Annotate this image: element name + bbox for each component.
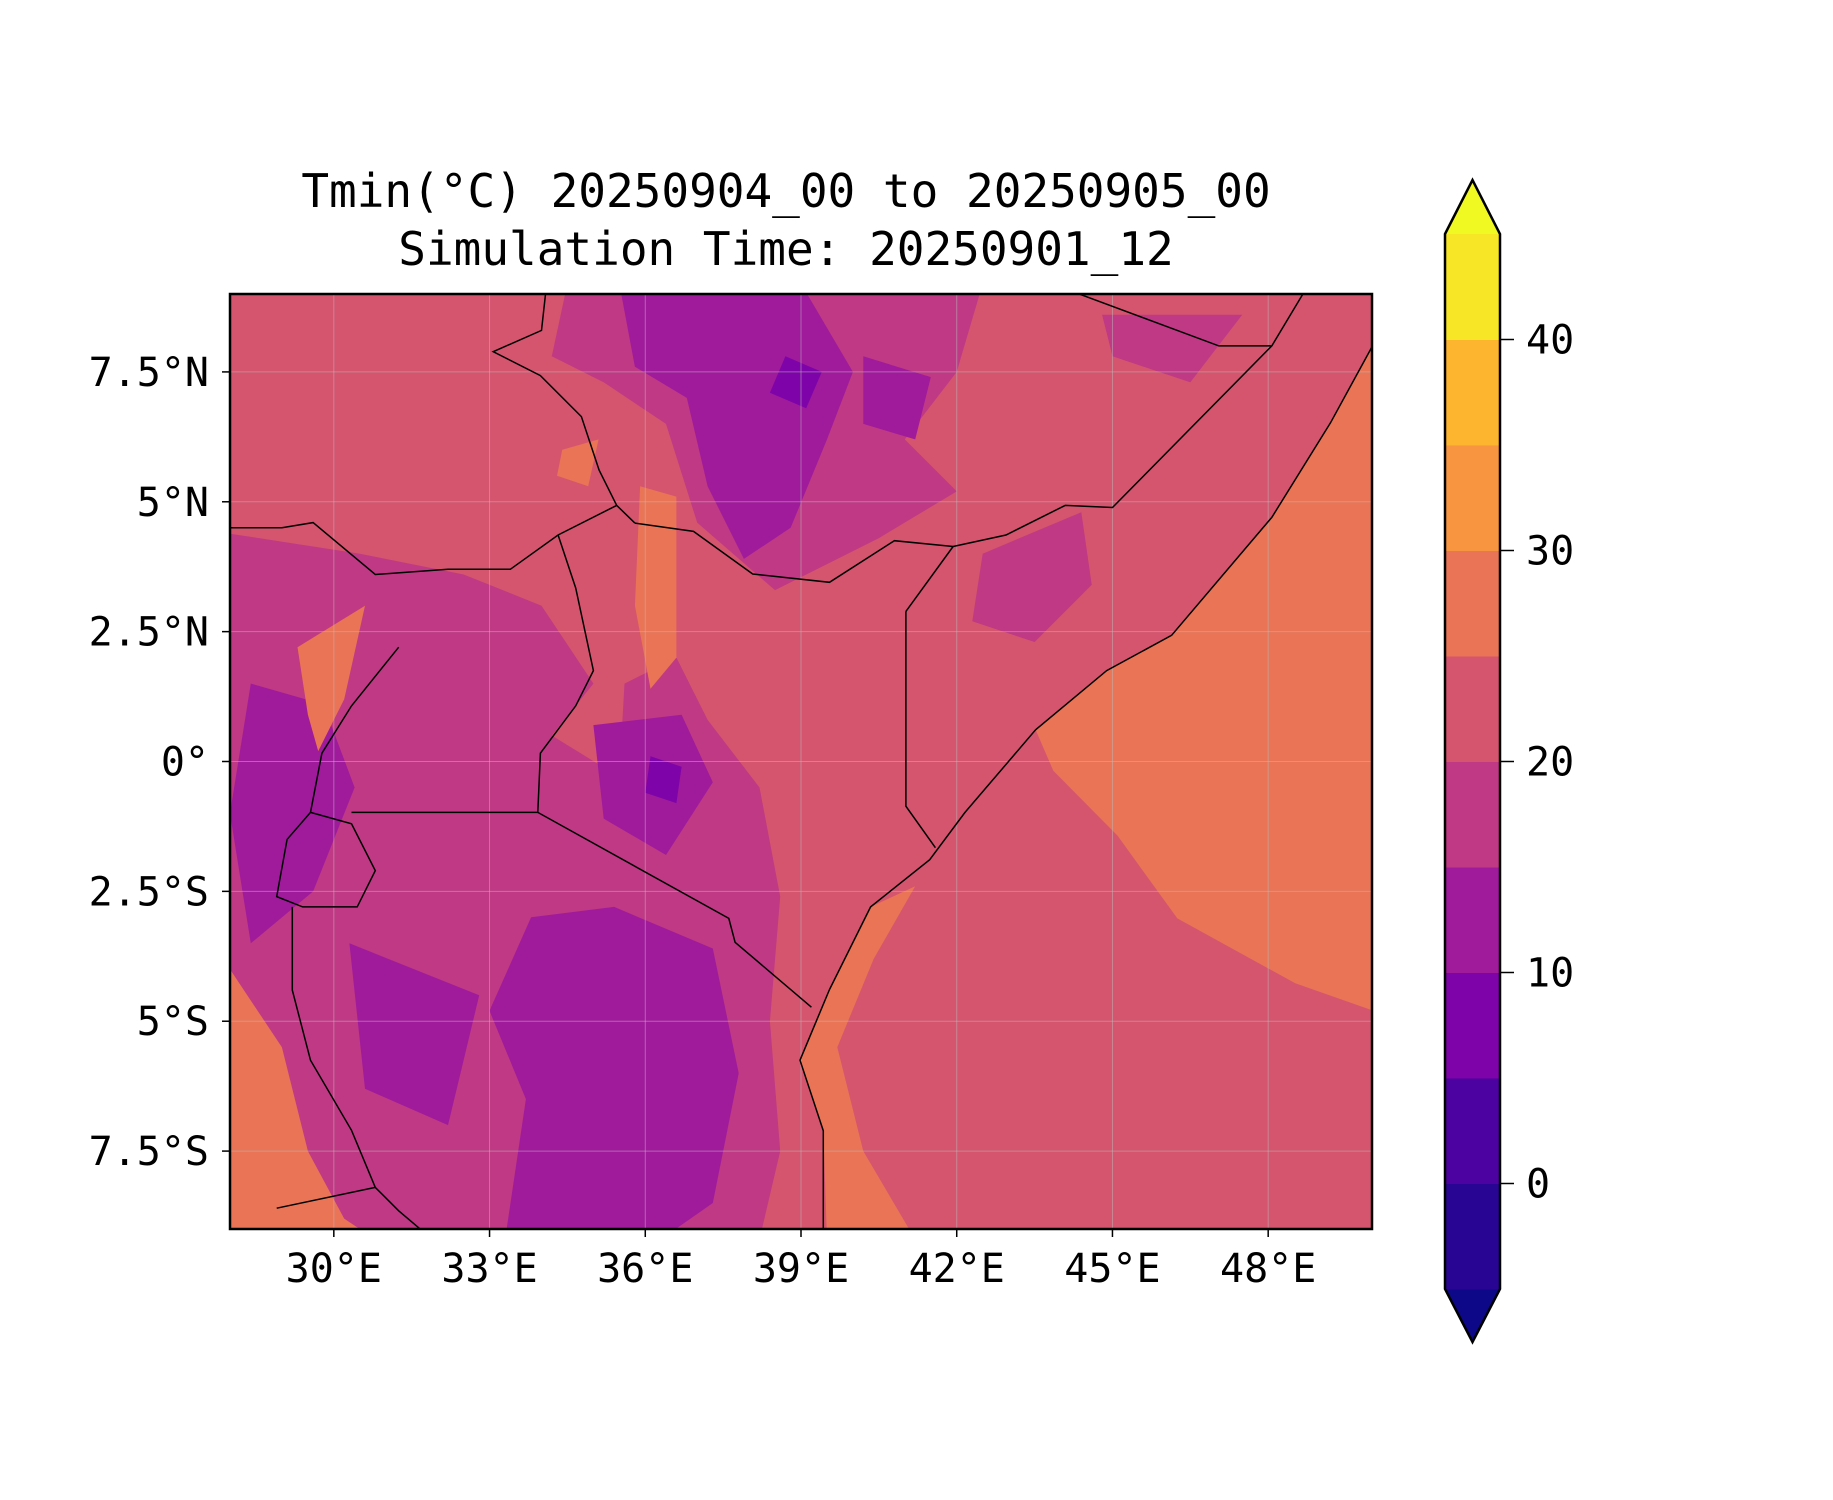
y-tick-label: 7.5°S [89, 1129, 209, 1175]
country-border [537, 811, 812, 1008]
colorbar-segment [1445, 1183, 1500, 1290]
country-border [952, 294, 1304, 548]
contour-fill-5-10 [645, 756, 682, 804]
y-tick-label: 5°S [137, 999, 209, 1045]
country-border [905, 546, 954, 612]
colorbar-tick-label: 30 [1526, 529, 1574, 575]
contour-fill-15-20 [972, 512, 1092, 642]
country-border [309, 646, 400, 813]
contour-fill-15-20 [1102, 314, 1243, 383]
country-border [275, 811, 377, 908]
ocean-fill-25-30 [1035, 346, 1372, 1011]
contour-fill-10-15 [863, 356, 931, 440]
colorbar-segment [1445, 656, 1500, 762]
colorbar-segment [1445, 234, 1500, 340]
contour-fill-25-30 [230, 969, 360, 1229]
country-border [905, 611, 937, 849]
contour-fill-10-15 [489, 906, 739, 1229]
colorbar-tick-label: 0 [1526, 1162, 1550, 1208]
contour-fill-10-15 [621, 294, 853, 559]
country-border [230, 504, 618, 576]
colorbar-outline [1443, 177, 1502, 1345]
contour-fill-5-10 [769, 356, 822, 409]
contour-fill-25-30 [297, 605, 365, 752]
contour-fill-10-15 [349, 943, 480, 1126]
colorbar: 0 10 20 30 40 [1443, 177, 1574, 1345]
y-tick-label: 2.5°N [89, 610, 209, 656]
colorbar-segment [1445, 761, 1500, 868]
colorbar-tick-label: 20 [1526, 740, 1574, 786]
country-border [291, 906, 422, 1229]
country-border [634, 522, 954, 584]
contour-fill-10-15 [230, 683, 355, 944]
y-tick-label: 2.5°S [89, 869, 209, 915]
colorbar-tick-label: 10 [1526, 951, 1574, 997]
y-tick-label: 5°N [137, 480, 209, 526]
colorbar-segment [1445, 972, 1500, 1079]
y-tick-label: 0° [161, 740, 209, 786]
chart-subtitle: Simulation Time: 20250901_12 [398, 222, 1173, 276]
colorbar-extend-min [1445, 1289, 1500, 1342]
coastal-fill-25-30 [800, 886, 916, 1229]
map-plot-area [230, 294, 1372, 1229]
x-tick-label: 33°E [441, 1246, 537, 1292]
chart-title: Tmin(°C) 20250904_00 to 20250905_00 [301, 164, 1270, 218]
country-border [537, 534, 595, 813]
colorbar-segment [1445, 1078, 1500, 1184]
colorbar-extend-max [1445, 180, 1500, 234]
country-border [1077, 294, 1272, 347]
colorbar-segment [1445, 550, 1500, 657]
y-tick-label: 7.5°N [89, 350, 209, 396]
country-border [491, 294, 636, 524]
x-tick-label: 42°E [909, 1246, 1005, 1292]
colorbar-segment [1445, 867, 1500, 973]
colorbar-segment [1445, 445, 1500, 551]
colorbar-tick-label: 40 [1526, 318, 1574, 364]
x-tick-label: 36°E [597, 1246, 693, 1292]
x-tick-label: 39°E [753, 1246, 849, 1292]
coastline [799, 345, 1372, 1229]
x-tick-label: 30°E [286, 1246, 382, 1292]
x-tick-label: 48°E [1220, 1246, 1316, 1292]
colorbar-segment [1445, 339, 1500, 446]
x-tick-label: 45°E [1064, 1246, 1160, 1292]
contour-fill-25-30 [557, 439, 599, 487]
country-border [276, 1186, 376, 1209]
x-axis: 30°E 33°E 36°E 39°E 42°E 45°E 48°E [286, 1229, 1316, 1292]
y-axis: 7.5°N 5°N 2.5°N 0° 2.5°S 5°S 7.5°S [89, 350, 230, 1175]
